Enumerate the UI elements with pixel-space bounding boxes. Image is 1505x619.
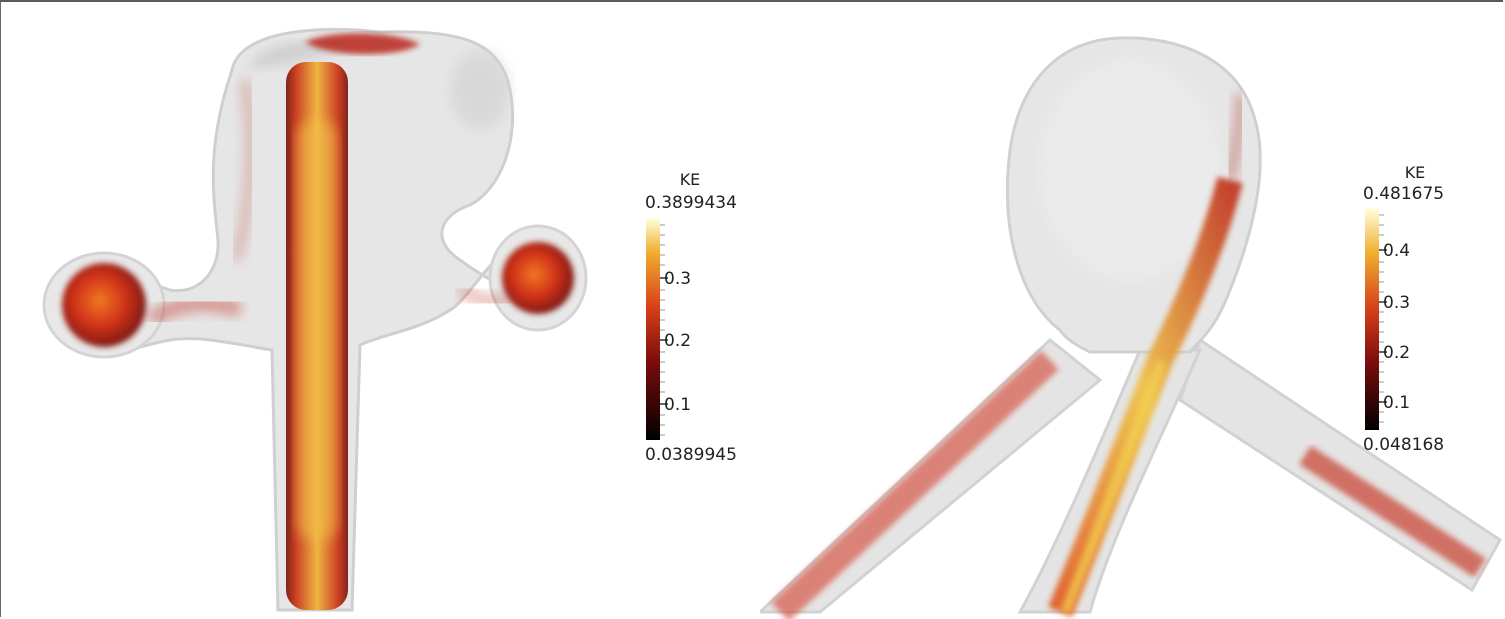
right-branch-flow (1299, 445, 1486, 578)
colorbar-tick-2: 0.1 (664, 395, 691, 415)
left-render-view: KE 0.3899434 0.3 0.2 0.1 0. (42, 27, 737, 612)
left-branch-flow (771, 350, 1059, 619)
colorbar-tick-0: 0.4 (1383, 241, 1410, 261)
right-branch-flow (502, 242, 574, 314)
right-render-view: KE 0.481675 0.4 0.3 0.2 (760, 0, 1505, 619)
left-vessel-render: KE 0.3899434 0.3 0.2 0.1 0. (42, 27, 737, 612)
colorbar-title: KE (1405, 163, 1426, 182)
colorbar-max-label: 0.3899434 (645, 193, 737, 213)
colorbar-title: KE (680, 170, 701, 189)
colorbar-max-label: 0.481675 (1363, 184, 1444, 204)
right-colorbar: KE 0.481675 0.4 0.3 0.2 (1363, 163, 1444, 455)
colorbar-tick-1: 0.3 (1383, 293, 1410, 313)
colorbar-min-label: 0.048168 (1363, 435, 1444, 455)
colorbar-tick-0: 0.3 (664, 269, 691, 289)
right-vessel-render: KE 0.481675 0.4 0.3 0.2 (760, 36, 1502, 619)
left-branch-flow (62, 263, 146, 347)
colorbar-minor-ticks (1379, 214, 1384, 423)
colorbar-scale (646, 218, 660, 440)
colorbar-min-label: 0.0389945 (645, 445, 737, 465)
colorbar-tick-1: 0.2 (664, 331, 691, 351)
colorbar-tick-2: 0.2 (1383, 343, 1410, 363)
colorbar-scale (1365, 208, 1379, 430)
left-colorbar: KE 0.3899434 0.3 0.2 0.1 0. (645, 170, 737, 465)
top-flow-cap (305, 33, 420, 55)
colorbar-tick-3: 0.1 (1383, 393, 1410, 413)
colorbar-minor-ticks (660, 224, 665, 436)
